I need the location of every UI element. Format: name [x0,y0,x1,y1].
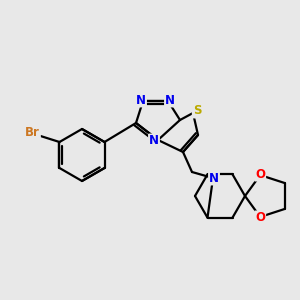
Text: S: S [193,104,201,118]
Text: N: N [165,94,175,106]
Text: N: N [209,172,219,184]
Text: N: N [136,94,146,106]
Text: Br: Br [25,127,40,140]
Text: O: O [255,168,265,181]
Text: O: O [255,212,265,224]
Text: N: N [149,134,159,148]
